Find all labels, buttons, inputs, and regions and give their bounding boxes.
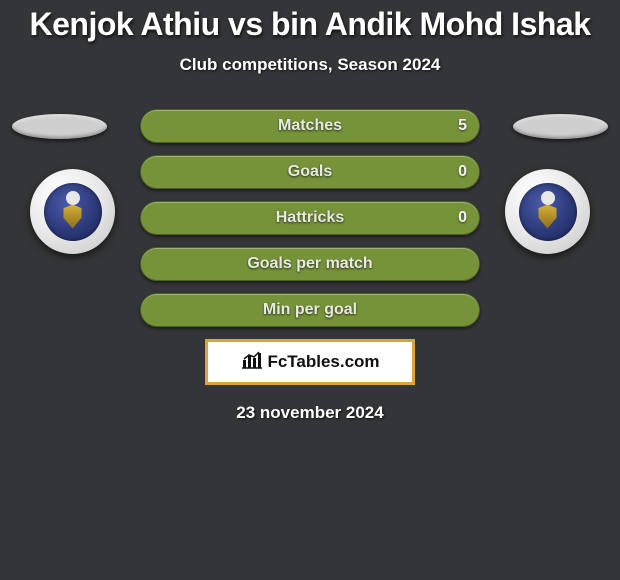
stat-value-right: 0 xyxy=(458,202,467,234)
infographic-root: Kenjok Athiu vs bin Andik Mohd Ishak Clu… xyxy=(0,0,620,580)
page-title: Kenjok Athiu vs bin Andik Mohd Ishak xyxy=(0,6,620,43)
stat-row: Min per goal xyxy=(140,293,480,327)
stat-label: Matches xyxy=(141,117,479,135)
stat-label: Min per goal xyxy=(141,301,479,319)
stat-row: Matches 5 xyxy=(140,109,480,143)
stat-label: Hattricks xyxy=(141,209,479,227)
brand-box: FcTables.com xyxy=(205,339,415,385)
stat-value-right: 5 xyxy=(458,110,467,142)
stat-label: Goals per match xyxy=(141,255,479,273)
comparison-stage: Matches 5 Goals 0 Hattricks 0 Goals per … xyxy=(0,109,620,423)
brand-text: FcTables.com xyxy=(267,352,379,372)
club-logo-left xyxy=(30,169,115,254)
bar-chart-icon xyxy=(240,350,264,375)
stat-row: Goals 0 xyxy=(140,155,480,189)
subtitle: Club competitions, Season 2024 xyxy=(0,55,620,75)
stat-value-right: 0 xyxy=(458,156,467,188)
stat-row: Hattricks 0 xyxy=(140,201,480,235)
stat-row: Goals per match xyxy=(140,247,480,281)
stat-label: Goals xyxy=(141,163,479,181)
player-right-placeholder xyxy=(513,114,608,139)
club-badge-icon xyxy=(519,183,577,241)
stat-rows: Matches 5 Goals 0 Hattricks 0 Goals per … xyxy=(140,109,480,327)
player-left-placeholder xyxy=(12,114,107,139)
club-logo-right xyxy=(505,169,590,254)
date-label: 23 november 2024 xyxy=(0,403,620,423)
club-badge-icon xyxy=(44,183,102,241)
